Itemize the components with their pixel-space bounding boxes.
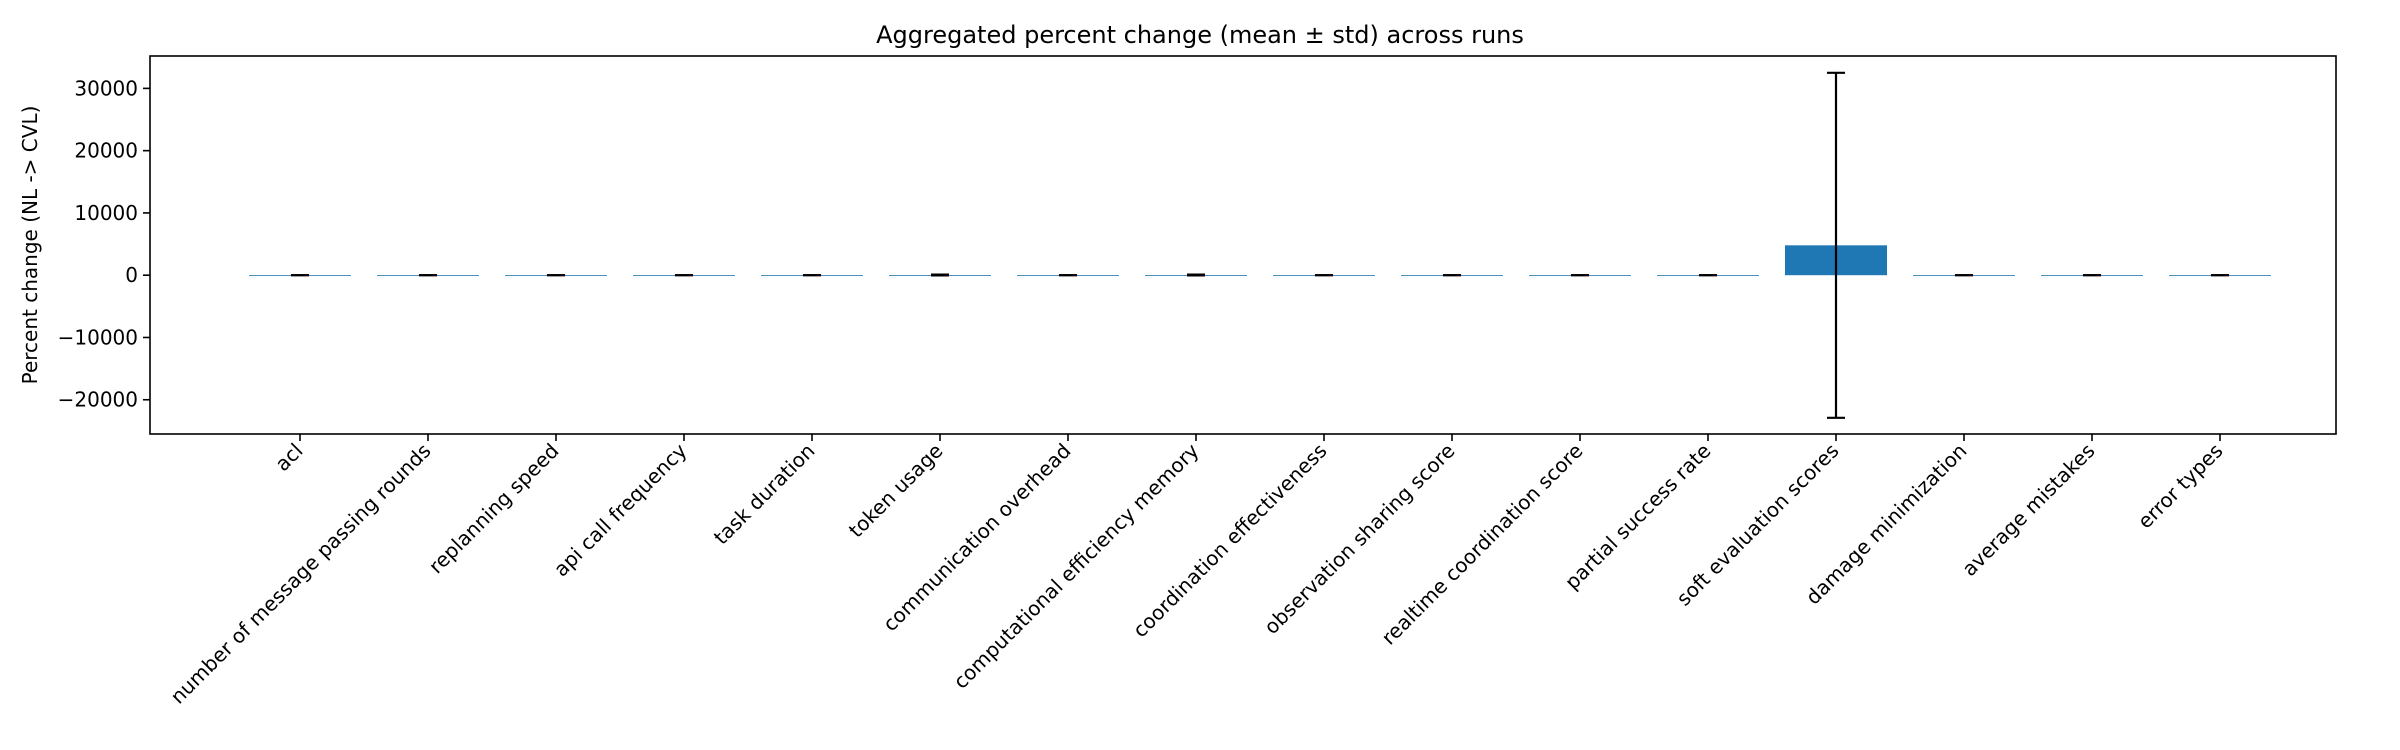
y-axis-label: Percent change (NL -> CVL) xyxy=(18,106,42,385)
x-tick-label: task duration xyxy=(709,439,820,550)
x-tick-label: api call frequency xyxy=(549,438,692,581)
x-tick-label: acl xyxy=(270,439,307,476)
chart-title: Aggregated percent change (mean ± std) a… xyxy=(876,21,1524,49)
y-tick-label: 10000 xyxy=(74,201,138,225)
error-bar xyxy=(1187,273,1205,277)
bars-layer xyxy=(249,245,2271,277)
y-tick-label: −10000 xyxy=(58,325,138,349)
error-bars-layer xyxy=(291,71,2229,419)
plot-frame xyxy=(149,55,2337,435)
y-tick-label: 30000 xyxy=(74,76,138,100)
x-tick-label: average mistakes xyxy=(1957,439,2099,581)
error-bar xyxy=(931,273,949,277)
x-tick-label: realtime coordination score xyxy=(1377,439,1588,650)
x-tick-label: computational efficiency memory xyxy=(949,438,1204,693)
x-tick-label: number of message passing rounds xyxy=(166,439,436,709)
x-tick-label: token usage xyxy=(844,439,948,543)
error-bar xyxy=(1827,71,1845,419)
y-axis: −20000 −10000 0 10000 20000 30000 xyxy=(58,76,150,412)
y-tick-label: 20000 xyxy=(74,139,138,163)
x-tick-label: error types xyxy=(2133,439,2228,534)
x-tick-label: partial success rate xyxy=(1560,439,1716,595)
y-tick-label: −20000 xyxy=(58,388,138,412)
x-tick-label: replanning speed xyxy=(424,439,564,579)
y-tick-label: 0 xyxy=(125,263,138,287)
